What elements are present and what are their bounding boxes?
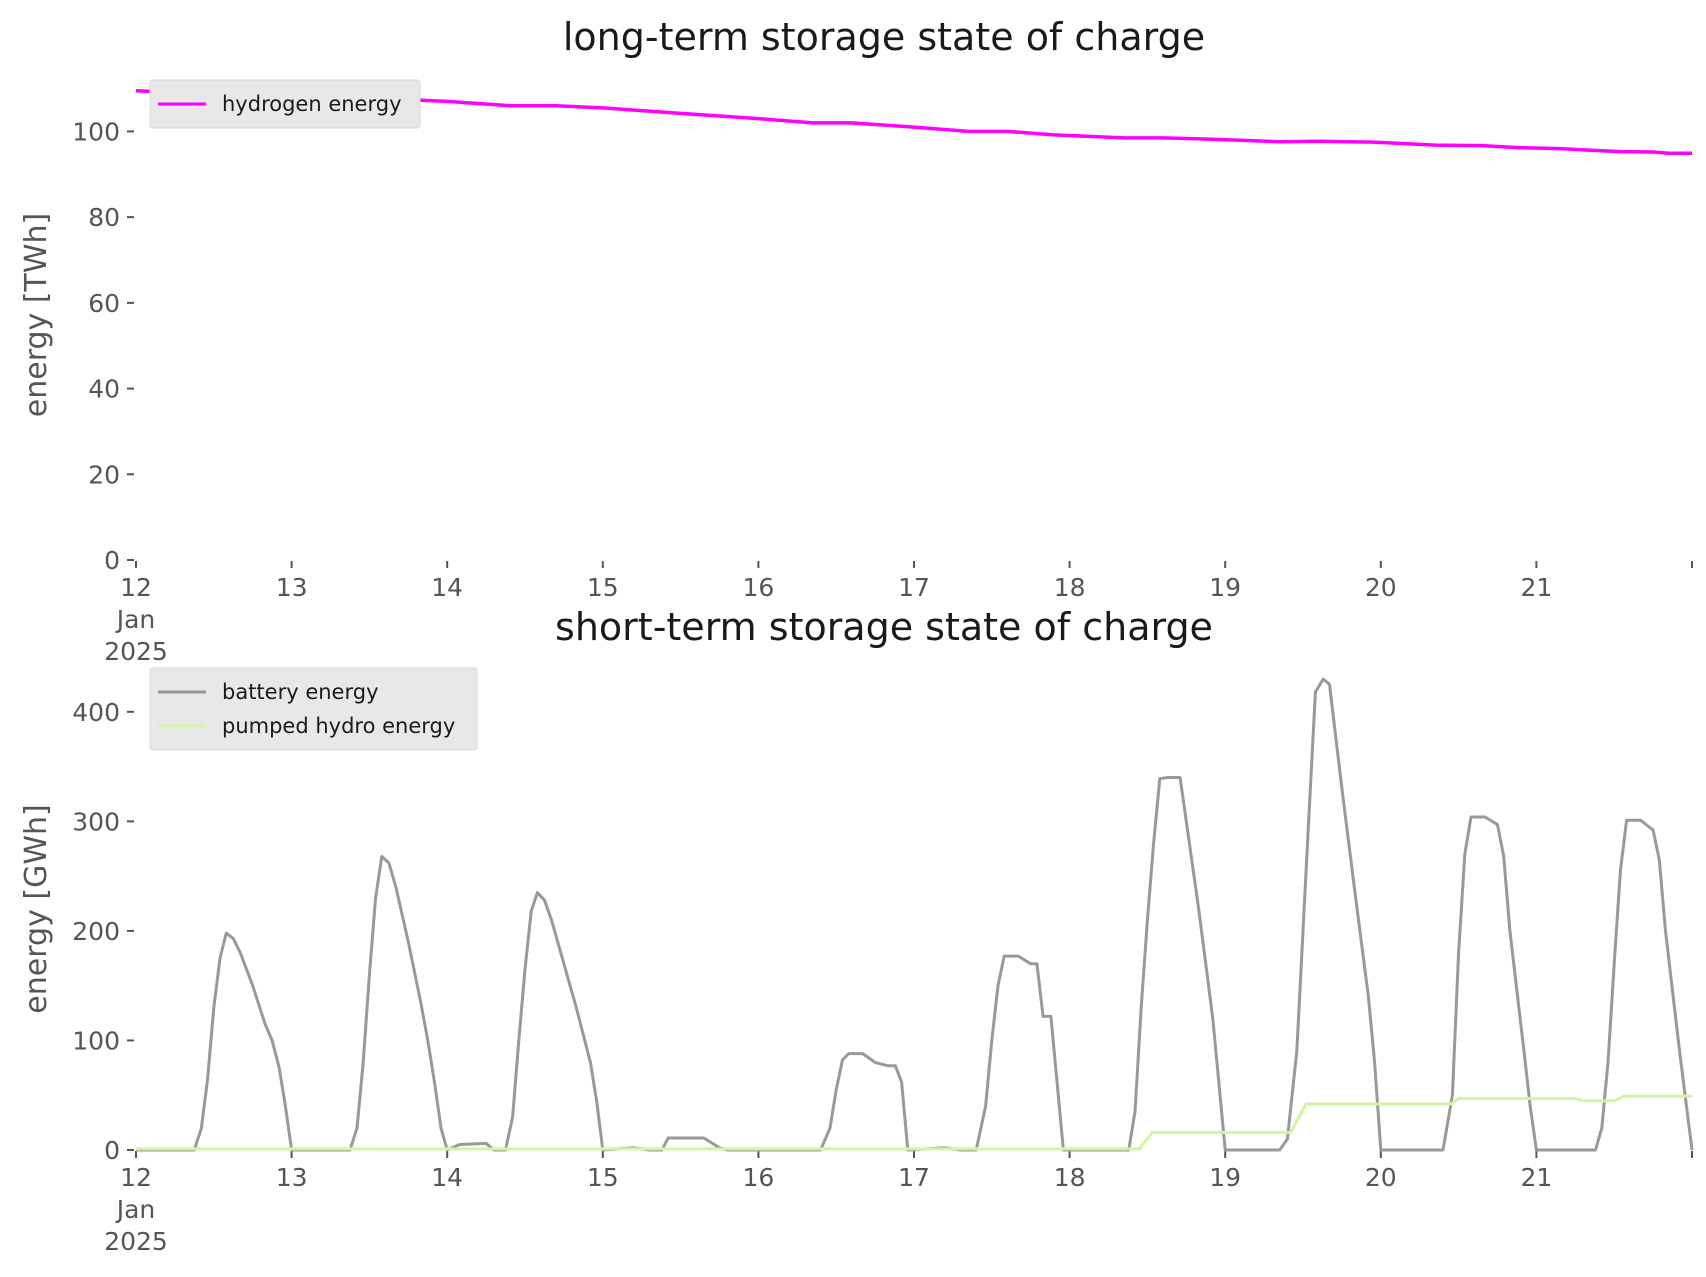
legend-box (149, 667, 478, 751)
x-tick-label: 18 (1054, 573, 1086, 602)
x-tick-label: 19 (1209, 573, 1241, 602)
legend-box (149, 79, 421, 129)
legend-label: hydrogen energy (222, 92, 402, 116)
x-tick-label: 16 (742, 573, 774, 602)
chart-title: long-term storage state of charge (563, 15, 1205, 59)
y-tick-label: 0 (104, 1136, 120, 1165)
y-tick-label: 100 (72, 1026, 120, 1055)
y-tick-label: 100 (72, 117, 120, 146)
x-tick-label: 13 (276, 1163, 308, 1192)
legend: hydrogen energy (149, 79, 421, 129)
legend: battery energy pumped hydro energy (149, 667, 478, 751)
x-tick-label: 19 (1209, 1163, 1241, 1192)
y-tick-label: 20 (88, 460, 120, 489)
x-tick-label: 15 (587, 1163, 619, 1192)
x-tick-label: 21 (1520, 573, 1552, 602)
x-tick-label: 14 (431, 1163, 463, 1192)
x-tick-label: 20 (1365, 1163, 1397, 1192)
y-axis-label: energy [TWh] (19, 213, 54, 417)
chart-2: short-term storage state of charge energy… (19, 605, 1694, 1256)
y-tick-label: 60 (88, 289, 120, 318)
y-tick-label: 80 (88, 203, 120, 232)
x-tick-label: 17 (898, 573, 930, 602)
x-tick-label: 13 (276, 573, 308, 602)
x-tick-label: 16 (742, 1163, 774, 1192)
legend-label: battery energy (222, 680, 379, 704)
chart-1: long-term storage state of charge energy … (19, 15, 1693, 666)
x-tick-label: 20 (1365, 573, 1397, 602)
series-line-hydrogen-energy (135, 88, 1692, 156)
x-tick-label: 14 (431, 573, 463, 602)
y-tick-label: 40 (88, 375, 120, 404)
y-tick-label: 200 (72, 917, 120, 946)
y-tick-label: 0 (104, 546, 120, 575)
x-tick-label: 18 (1054, 1163, 1086, 1192)
x-tick-label: 21 (1520, 1163, 1552, 1192)
x-tick-label: 12 Jan 2025 (104, 1163, 168, 1256)
y-tick-label: 400 (72, 698, 120, 727)
chart-title: short-term storage state of charge (555, 605, 1213, 649)
x-tick-label: 12 Jan 2025 (104, 573, 168, 666)
x-tick-label: 17 (898, 1163, 930, 1192)
x-tick-label: 15 (587, 573, 619, 602)
y-axis-label: energy [GWh] (19, 804, 54, 1013)
series-line-pumped-hydro-energy (136, 1094, 1692, 1151)
y-tick-label: 300 (72, 807, 120, 836)
legend-label: pumped hydro energy (222, 714, 455, 738)
